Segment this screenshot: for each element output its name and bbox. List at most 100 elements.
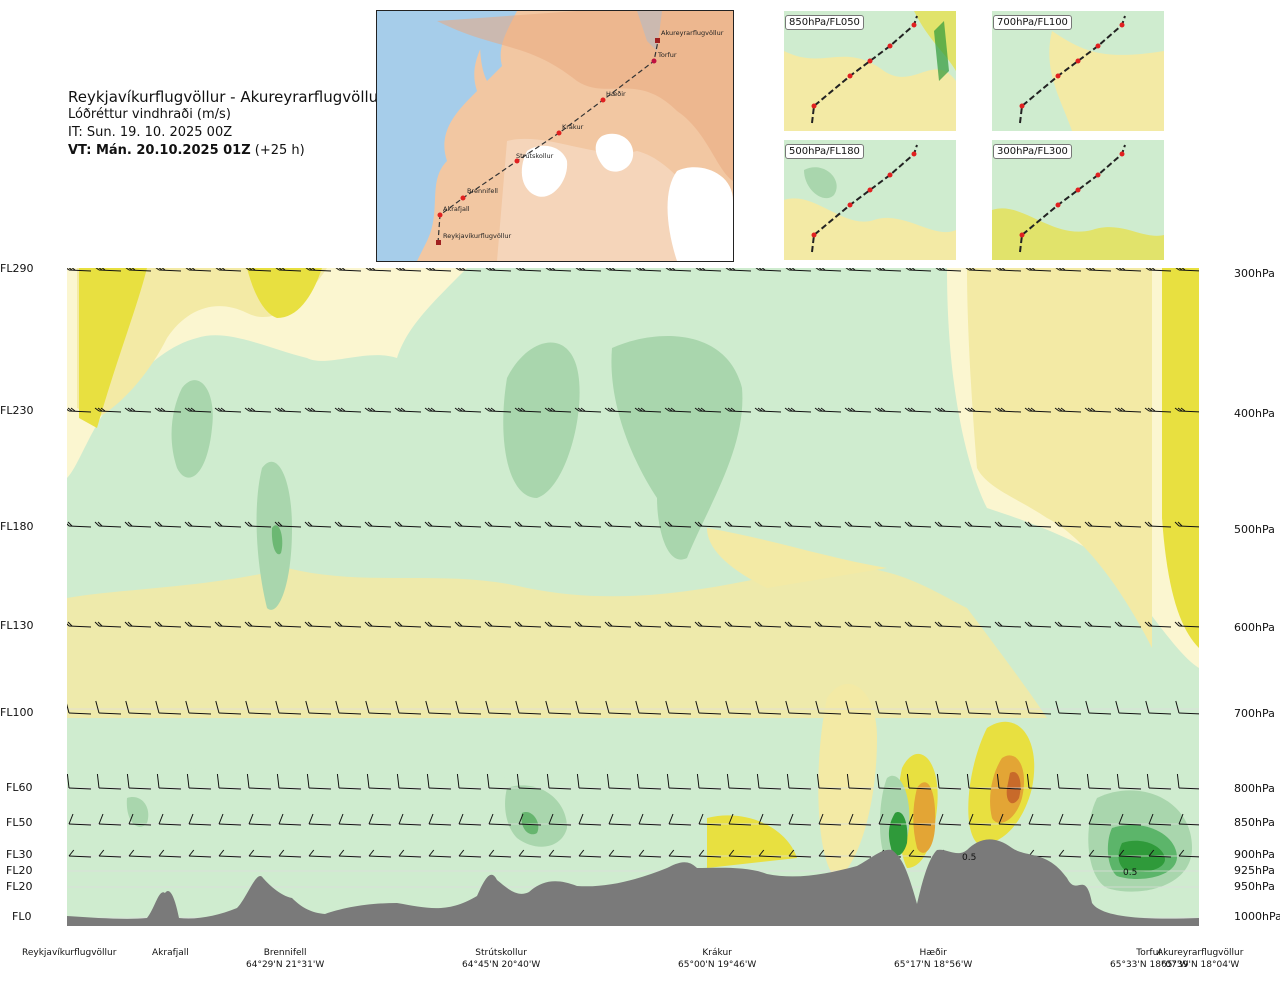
wind-barb-feather xyxy=(364,521,370,527)
wind-barb-shaft xyxy=(788,410,812,413)
wind-barb-shaft xyxy=(998,787,1022,790)
station-akureyri: Akureyrarflugvöllur 65°39'N 18°04'W xyxy=(1157,947,1243,971)
wind-barb-feather xyxy=(394,521,400,527)
wind-barb-feather xyxy=(1030,266,1036,271)
wind-barb-feather xyxy=(367,407,373,412)
wind-barb-feather xyxy=(128,813,134,825)
wind-barb-feather xyxy=(1176,773,1180,789)
wind-barb-shaft xyxy=(878,269,902,272)
wind-barb-feather xyxy=(244,407,250,412)
wind-barb-feather xyxy=(757,621,763,627)
wind-barb-shaft xyxy=(338,269,362,272)
wind-barb-feather xyxy=(275,700,280,714)
wind-barb-feather xyxy=(337,266,343,271)
wind-barb-feather xyxy=(455,700,460,714)
wind-barb-feather xyxy=(157,266,163,271)
wind-barb-shaft xyxy=(1028,823,1052,826)
wind-barb-shaft xyxy=(668,855,692,858)
wind-barb-shaft xyxy=(788,855,812,858)
wind-barb-feather xyxy=(305,700,310,714)
wind-barb-feather xyxy=(1117,521,1123,527)
wind-barb-feather xyxy=(935,700,940,714)
wind-barb-feather xyxy=(694,521,700,527)
valid-time-main: VT: Mán. 20.10.2025 01Z xyxy=(68,143,251,158)
wind-barb-feather xyxy=(520,407,526,412)
wind-barb-feather xyxy=(1144,521,1150,527)
wind-barb-feather xyxy=(848,813,854,825)
wind-barb-shaft xyxy=(518,823,542,826)
wind-barb-feather xyxy=(1055,700,1060,714)
wind-barb-feather xyxy=(1087,407,1093,412)
wind-barb-shaft xyxy=(458,712,482,715)
mini-map-label: 500hPa/FL180 xyxy=(785,144,864,159)
wind-barb-feather xyxy=(634,266,640,271)
wind-barb-feather xyxy=(937,521,943,527)
wind-barb-shaft xyxy=(878,712,902,715)
wind-barb-shaft xyxy=(458,823,482,826)
wind-barb-feather xyxy=(784,266,790,271)
wind-barb-shaft xyxy=(68,625,92,628)
wind-barb-shaft xyxy=(938,525,962,528)
wind-barb-feather xyxy=(490,407,496,412)
wind-barb-feather xyxy=(217,407,223,412)
wind-barb-feather xyxy=(787,266,793,271)
wind-barb-feather xyxy=(70,266,76,271)
wind-barb-shaft xyxy=(308,269,332,272)
wind-barb-feather xyxy=(188,849,195,857)
wind-barb-feather xyxy=(844,266,850,271)
wind-barb-feather xyxy=(850,407,856,412)
wind-barb-feather xyxy=(1114,266,1120,271)
wind-barb-feather xyxy=(818,849,825,857)
wind-barb-feather xyxy=(1115,700,1120,714)
wind-barb-shaft xyxy=(398,410,422,413)
wind-barb-feather xyxy=(1178,849,1185,857)
station-torfur: Torfur 65°33'N 18°07'W xyxy=(1110,947,1188,971)
wind-barb-shaft xyxy=(158,712,182,715)
wind-barb-feather xyxy=(154,407,160,412)
wind-barb-shaft xyxy=(188,625,212,628)
wind-barb-shaft xyxy=(98,823,122,826)
wind-barb-feather xyxy=(694,266,700,271)
wind-barb-feather xyxy=(848,849,855,857)
wind-barb-feather xyxy=(95,700,100,714)
wind-barb-shaft xyxy=(938,625,962,628)
wind-barb-feather xyxy=(874,521,880,527)
wind-barb-shaft xyxy=(488,823,512,826)
wind-barb-shaft xyxy=(668,823,692,826)
wind-barb-shaft xyxy=(968,625,992,628)
wind-barb-shaft xyxy=(788,525,812,528)
wind-barb-shaft xyxy=(368,855,392,858)
wind-barb-shaft xyxy=(188,787,212,790)
wind-barb-shaft xyxy=(98,525,122,528)
map-label-reykjavik: Reykjavíkurflugvöllur xyxy=(443,232,512,240)
wind-barb-feather xyxy=(307,521,313,527)
wind-barb-feather xyxy=(670,407,676,412)
wind-barb-feather xyxy=(1087,266,1093,271)
wind-barb-feather xyxy=(607,266,613,271)
wind-barb-feather xyxy=(428,849,435,857)
wind-barb-shaft xyxy=(218,625,242,628)
wind-barb-feather xyxy=(638,849,645,857)
wind-barb-feather xyxy=(454,266,460,271)
wind-barb-shaft xyxy=(1058,712,1082,715)
wind-barb-feather xyxy=(730,407,736,412)
wind-barb-feather xyxy=(757,407,763,412)
wind-barb-shaft xyxy=(938,787,962,790)
wind-barb-feather xyxy=(604,407,610,412)
wind-barb-feather xyxy=(1086,773,1090,789)
wind-barb-feather xyxy=(1144,621,1150,627)
wind-barb-feather xyxy=(1057,266,1063,271)
wind-barb-shaft xyxy=(188,525,212,528)
wind-barb-shaft xyxy=(1148,269,1172,272)
wind-barb-feather xyxy=(214,621,220,627)
wind-barb-feather xyxy=(190,266,196,271)
wind-barb-feather xyxy=(850,266,856,271)
cross-section-svg: 0.5 0.5 xyxy=(64,266,1202,926)
wind-barb-shaft xyxy=(488,410,512,413)
wind-barb-feather xyxy=(274,521,280,527)
wind-barb-shaft xyxy=(878,823,902,826)
station-coord: 64°29'N 21°31'W xyxy=(246,960,325,970)
fl-label-20b: FL20 xyxy=(6,880,33,893)
wind-barb-feather xyxy=(1174,521,1180,527)
wind-barb-feather xyxy=(517,521,523,527)
